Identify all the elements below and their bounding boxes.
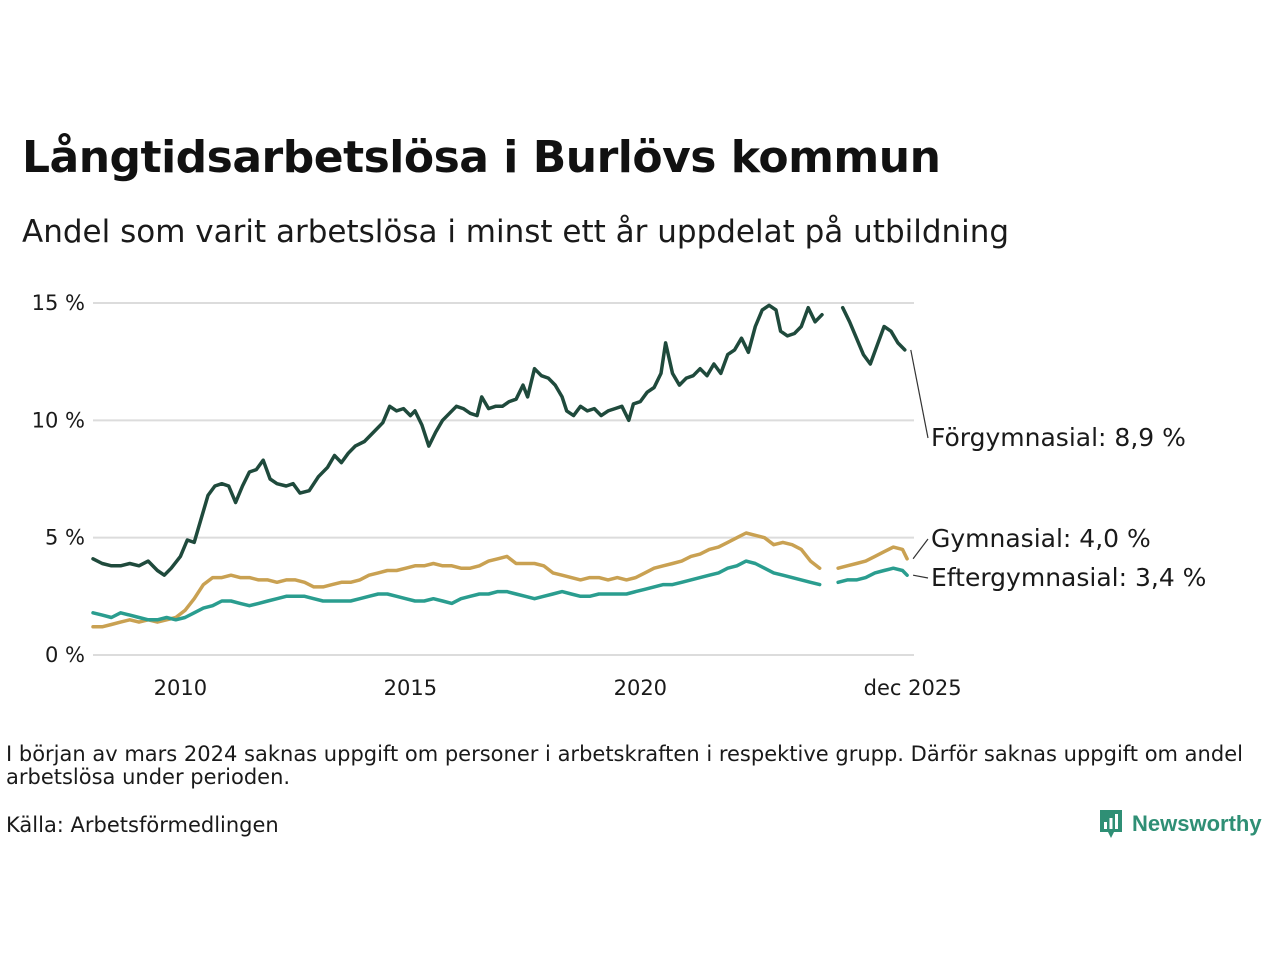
- series-line-eftergymnasial-0: [91, 559, 822, 622]
- y-tick-label: 15 %: [32, 291, 85, 315]
- line-chart: 0 % 5 % 10 % 15 % 2010 2015 2020 dec 2025 Förg…: [32, 291, 1207, 700]
- brand[interactable]: Newsworthy: [1098, 808, 1262, 840]
- x-tick-label: 2010: [154, 676, 207, 700]
- y-tick-label: 0 %: [45, 643, 85, 667]
- series-line-eftergymnasial-1: [836, 566, 909, 585]
- series-end-labels: Förgymnasial: 8,9 % Gymnasial: 4,0 % Efter…: [910, 349, 1206, 592]
- footnote: I början av mars 2024 saknas uppgift om …: [6, 742, 1243, 789]
- x-tick-label: 2020: [614, 676, 667, 700]
- x-axis-tick-labels: 2010 2015 2020 dec 2025: [154, 676, 962, 700]
- chart-subtitle: Andel som varit arbetslösa i minst ett å…: [22, 214, 1010, 250]
- source-note: Källa: Arbetsförmedlingen: [6, 813, 279, 837]
- series-line-gymnasial-0: [91, 531, 822, 629]
- newsworthy-logo-icon: [1100, 810, 1122, 838]
- y-tick-label: 10 %: [32, 408, 85, 432]
- end-label-leader: [912, 574, 929, 579]
- y-axis-tick-labels: 0 % 5 % 10 % 15 %: [32, 291, 85, 667]
- gridlines: [93, 302, 914, 656]
- x-tick-label: 2015: [384, 676, 437, 700]
- end-label-leader: [910, 349, 929, 439]
- series-line-förgymnasial-0: [91, 303, 824, 577]
- series-line-gymnasial-1: [836, 545, 909, 570]
- chart-title: Långtidsarbetslösa i Burlövs kommun: [22, 132, 941, 183]
- end-label-eftergymnasial: Eftergymnasial: 3,4 %: [931, 563, 1206, 592]
- x-tick-label: dec 2025: [864, 676, 962, 700]
- end-label-leader: [912, 538, 929, 560]
- brand-name: Newsworthy: [1132, 811, 1262, 836]
- end-label-gymnasial: Gymnasial: 4,0 %: [931, 524, 1151, 553]
- end-label-förgymnasial: Förgymnasial: 8,9 %: [931, 423, 1186, 452]
- series-line-förgymnasial-1: [840, 305, 907, 366]
- series-lines: [91, 303, 909, 629]
- y-tick-label: 5 %: [45, 526, 85, 550]
